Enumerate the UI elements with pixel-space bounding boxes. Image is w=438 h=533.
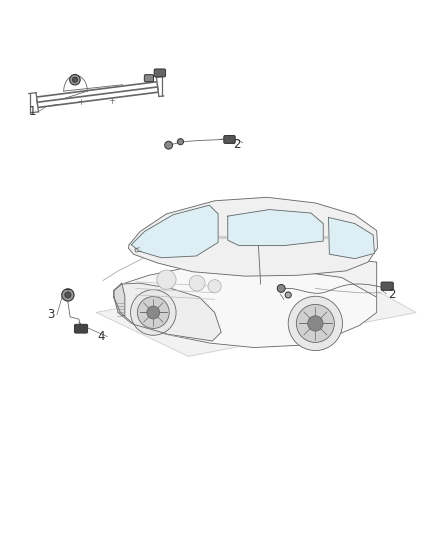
Text: 1: 1 xyxy=(29,104,37,117)
Circle shape xyxy=(277,285,285,292)
Circle shape xyxy=(70,75,80,85)
Text: 2: 2 xyxy=(233,138,240,151)
Polygon shape xyxy=(328,217,374,259)
Circle shape xyxy=(72,77,78,82)
Circle shape xyxy=(165,141,173,149)
Text: 2: 2 xyxy=(388,288,396,302)
Circle shape xyxy=(177,139,184,145)
Circle shape xyxy=(288,296,343,351)
Polygon shape xyxy=(188,246,377,297)
Polygon shape xyxy=(114,264,377,348)
FancyBboxPatch shape xyxy=(154,69,166,77)
Text: 3: 3 xyxy=(47,308,54,321)
Circle shape xyxy=(308,316,323,331)
FancyBboxPatch shape xyxy=(144,75,153,82)
Polygon shape xyxy=(96,266,416,356)
Polygon shape xyxy=(228,209,323,246)
Circle shape xyxy=(297,304,334,342)
Circle shape xyxy=(62,289,74,301)
Circle shape xyxy=(65,292,71,298)
Text: 4: 4 xyxy=(97,330,105,343)
Circle shape xyxy=(138,296,169,328)
Circle shape xyxy=(147,306,160,319)
Circle shape xyxy=(131,290,176,335)
FancyBboxPatch shape xyxy=(224,135,235,143)
FancyBboxPatch shape xyxy=(74,324,88,333)
Circle shape xyxy=(189,275,205,291)
Polygon shape xyxy=(114,283,221,341)
Circle shape xyxy=(208,280,221,293)
Polygon shape xyxy=(128,197,378,276)
Polygon shape xyxy=(114,283,125,316)
Circle shape xyxy=(157,270,176,289)
Circle shape xyxy=(285,292,291,298)
FancyBboxPatch shape xyxy=(381,282,393,290)
Polygon shape xyxy=(131,205,218,258)
